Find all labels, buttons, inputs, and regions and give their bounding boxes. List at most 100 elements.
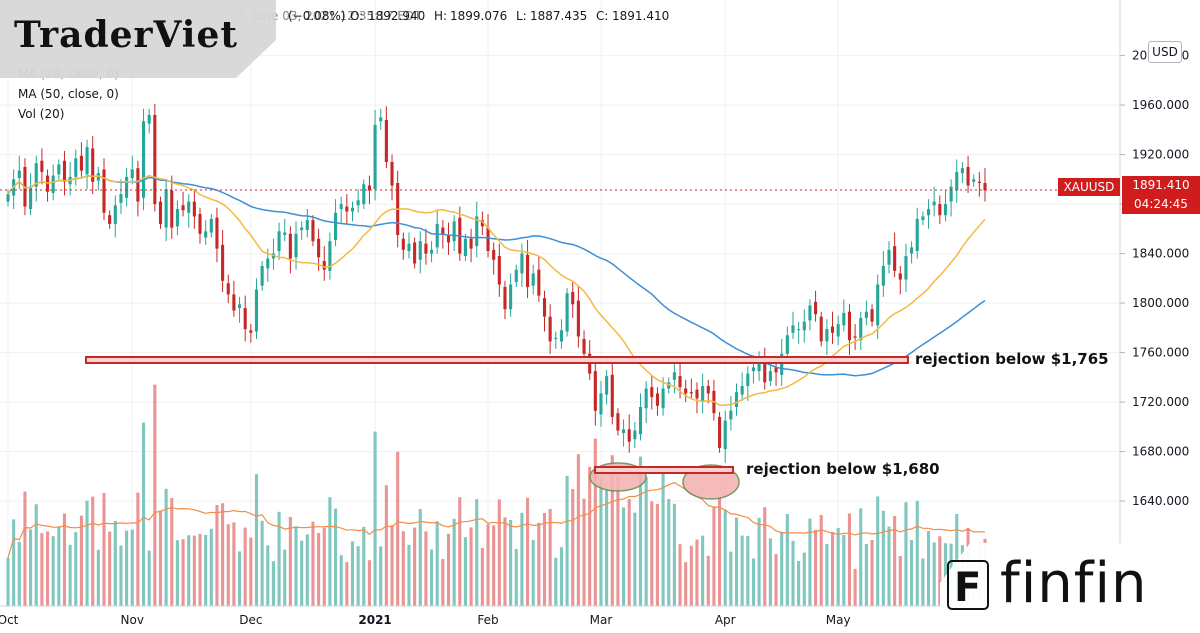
volume-bar xyxy=(938,536,942,606)
volume-bar xyxy=(847,513,852,606)
candle-body xyxy=(469,238,473,249)
header-l-label: L: xyxy=(516,9,527,23)
volume-bar xyxy=(322,527,326,606)
volume-bar xyxy=(85,500,89,606)
volume-bar xyxy=(130,529,134,606)
candle-body xyxy=(294,233,298,258)
candle-body xyxy=(328,241,332,271)
volume-bar xyxy=(29,529,33,606)
price-tick-label: 1640.000 xyxy=(1132,494,1189,508)
volume-bar xyxy=(554,557,558,606)
volume-bar xyxy=(859,508,863,606)
volume-bar xyxy=(667,499,671,606)
month-label: Apr xyxy=(715,613,736,627)
candle-body xyxy=(40,160,44,172)
legend-vol: Vol (20) xyxy=(18,107,64,121)
candle-body xyxy=(881,265,885,286)
month-label: Oct xyxy=(0,613,19,627)
volume-bar xyxy=(678,544,682,606)
volume-bar xyxy=(706,555,710,606)
volume-bar xyxy=(271,561,275,606)
candle-body xyxy=(384,119,388,162)
candle-body xyxy=(802,321,806,331)
volume-bar xyxy=(74,532,78,606)
volume-bar xyxy=(633,512,637,606)
volume-bar xyxy=(599,478,603,606)
volume-bar xyxy=(520,512,524,606)
volume-bar xyxy=(350,541,355,606)
volume-bar xyxy=(542,513,547,606)
volume-bar xyxy=(509,520,513,606)
volume-bar xyxy=(819,515,823,606)
candle-body xyxy=(898,273,902,280)
volume-bar xyxy=(96,549,100,606)
last-price-value: 1891.410 xyxy=(1132,178,1190,192)
volume-bar xyxy=(689,545,693,606)
volume-bar xyxy=(853,568,857,606)
header-o-value: 1892.940 xyxy=(368,9,425,23)
candle-body xyxy=(221,244,225,281)
volume-bar xyxy=(300,540,304,606)
partner-logo-background: F xyxy=(940,543,1200,628)
volume-bar xyxy=(605,490,609,606)
candle-body xyxy=(655,393,660,406)
volume-bar xyxy=(367,560,371,606)
header-o-label: O: xyxy=(350,9,363,23)
candle-body xyxy=(413,242,417,264)
volume-bar xyxy=(751,558,756,606)
candle-body xyxy=(322,260,326,270)
volume-bar xyxy=(181,539,185,606)
volume-bar xyxy=(492,525,496,606)
volume-bar xyxy=(379,546,383,606)
volume-bar xyxy=(288,517,292,606)
volume-bar xyxy=(610,455,614,606)
candle-body xyxy=(932,201,936,206)
volume-bar xyxy=(695,539,699,606)
candle-body xyxy=(627,429,631,442)
volume-bar xyxy=(785,514,789,606)
volume-bar xyxy=(68,544,72,606)
volume-bar xyxy=(136,492,140,606)
volume-bar xyxy=(333,508,338,606)
candle-body xyxy=(430,249,434,254)
candle-body xyxy=(910,247,914,254)
candle-body xyxy=(972,179,976,182)
candle-body xyxy=(768,371,772,382)
volume-bar xyxy=(260,520,264,606)
volume-bar xyxy=(266,545,270,606)
volume-bar xyxy=(943,543,948,606)
volume-bar xyxy=(548,509,552,606)
candle-body xyxy=(497,256,501,285)
volume-bar xyxy=(644,476,648,606)
volume-bar xyxy=(339,555,343,606)
candle-body xyxy=(390,161,394,186)
candle-body xyxy=(356,200,360,206)
candle-body xyxy=(300,227,304,231)
candle-body xyxy=(847,311,852,341)
grid-lines xyxy=(0,0,1120,606)
volume-bar xyxy=(356,546,360,606)
last-price-tag: 1891.410 04:24:45 xyxy=(1122,176,1200,214)
candle-body xyxy=(842,312,846,326)
currency-button[interactable]: USD xyxy=(1148,41,1182,63)
candle-body xyxy=(362,184,366,205)
volume-bar xyxy=(768,538,772,606)
volume-bar xyxy=(582,498,586,606)
candle-body xyxy=(921,216,925,221)
candle-body xyxy=(367,185,371,191)
volume-bar xyxy=(864,544,868,606)
volume-bar xyxy=(915,500,919,606)
volume-bar xyxy=(808,518,812,606)
volume-bar xyxy=(503,517,507,606)
volume-bar xyxy=(221,503,225,606)
candle-body xyxy=(593,371,597,411)
candle-body xyxy=(734,392,739,408)
candle-body xyxy=(158,201,163,224)
month-label: May xyxy=(826,613,851,627)
candle-body xyxy=(582,338,586,354)
candle-body xyxy=(62,160,67,182)
volume-bar xyxy=(565,475,569,606)
candle-body xyxy=(283,232,287,235)
candle-body xyxy=(740,385,744,395)
annotation-lower: rejection below $1,680 xyxy=(746,460,940,478)
